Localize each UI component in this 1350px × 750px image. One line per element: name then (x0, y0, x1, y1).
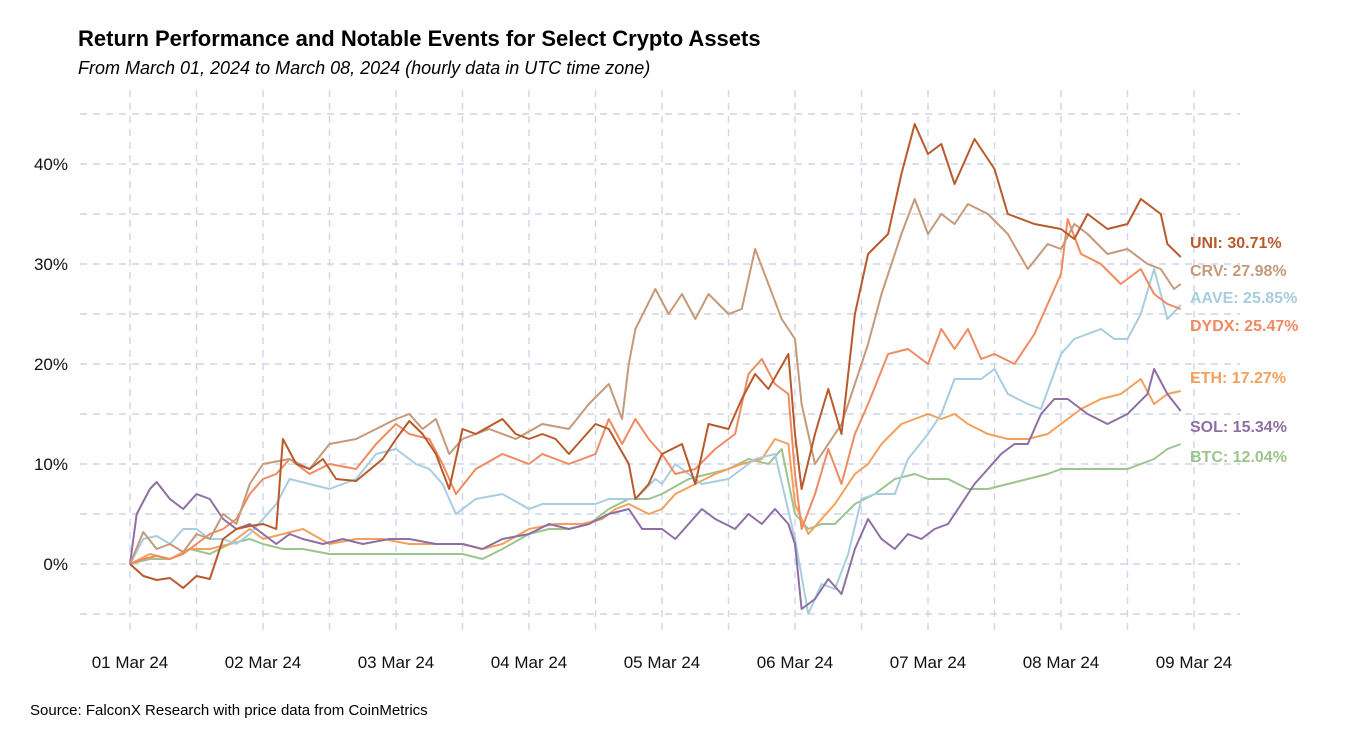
end-label-crv: CRV: 27.98% (1190, 263, 1287, 280)
series-line-uni (129, 123, 1182, 589)
end-label-btc: BTC: 12.04% (1190, 449, 1287, 466)
series-lines (129, 123, 1182, 615)
series-end-labels: UNI: 30.71% CRV: 27.98% AAVE: 25.85% DYDX: … (1190, 235, 1299, 466)
x-tick-label: 04 Mar 24 (491, 653, 568, 672)
chart-title: Return Performance and Notable Events fo… (78, 26, 761, 51)
series-line-btc (129, 443, 1182, 565)
y-tick-label: 20% (34, 355, 68, 374)
series-line-crv (129, 198, 1182, 565)
x-tick-label: 01 Mar 24 (92, 653, 169, 672)
end-label-eth: ETH: 17.27% (1190, 370, 1286, 387)
y-tick-label: 40% (34, 155, 68, 174)
end-label-uni: UNI: 30.71% (1190, 235, 1282, 252)
x-tick-label: 08 Mar 24 (1023, 653, 1100, 672)
y-tick-label: 30% (34, 255, 68, 274)
series-line-aave (129, 268, 1182, 615)
series-line-sol (129, 368, 1182, 610)
y-tick-label: 0% (43, 555, 68, 574)
x-tick-label: 06 Mar 24 (757, 653, 834, 672)
y-axis-ticks: 0% 10% 20% 30% 40% (34, 155, 68, 574)
end-label-aave: AAVE: 25.85% (1190, 290, 1297, 307)
chart-subtitle: From March 01, 2024 to March 08, 2024 (h… (78, 58, 651, 78)
x-tick-label: 03 Mar 24 (358, 653, 435, 672)
gridlines (80, 90, 1240, 630)
series-line-eth (129, 378, 1181, 565)
series-line-dydx (129, 218, 1182, 565)
x-axis-ticks: 01 Mar 24 02 Mar 24 03 Mar 24 04 Mar 24 05 M… (92, 653, 1233, 672)
x-tick-label: 09 Mar 24 (1156, 653, 1233, 672)
end-label-sol: SOL: 15.34% (1190, 419, 1287, 436)
x-tick-label: 07 Mar 24 (890, 653, 967, 672)
y-tick-label: 10% (34, 455, 68, 474)
x-tick-label: 05 Mar 24 (624, 653, 701, 672)
x-tick-label: 02 Mar 24 (225, 653, 302, 672)
source-note: Source: FalconX Research with price data… (30, 702, 428, 719)
end-label-dydx: DYDX: 25.47% (1190, 318, 1299, 335)
